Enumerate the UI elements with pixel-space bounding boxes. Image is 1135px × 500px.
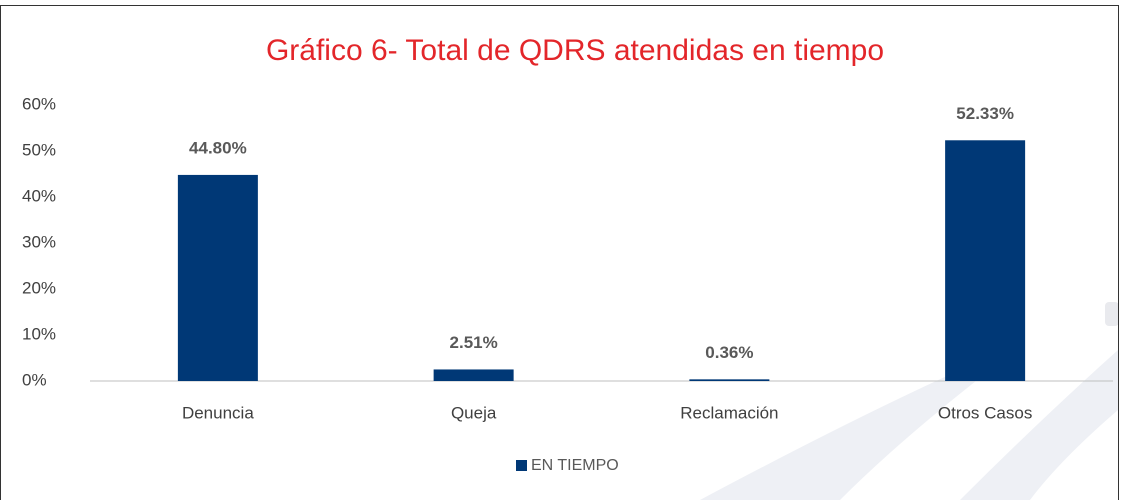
decoration (960, 350, 1118, 500)
data-label: 52.33% (956, 104, 1014, 123)
y-tick-label: 0% (22, 370, 47, 389)
y-tick-label: 10% (22, 324, 56, 343)
chart-title: Gráfico 6- Total de QDRS atendidas en ti… (266, 34, 884, 67)
legend-swatch (516, 460, 527, 471)
chart-border (0, 5, 1119, 500)
bar (945, 140, 1026, 381)
bar (433, 369, 514, 381)
y-tick-label: 30% (22, 232, 56, 251)
y-tick-label: 40% (22, 186, 56, 205)
legend-label: EN TIEMPO (531, 457, 619, 474)
decoration (1105, 302, 1119, 326)
x-tick-label: Reclamación (680, 403, 778, 422)
bar (177, 174, 258, 381)
decoration (700, 370, 990, 500)
data-label: 2.51% (450, 333, 498, 352)
data-label: 0.36% (705, 343, 753, 362)
x-tick-label: Denuncia (182, 403, 254, 422)
bar (689, 379, 770, 381)
x-tick-label: Otros Casos (938, 403, 1032, 422)
y-tick-label: 20% (22, 278, 56, 297)
data-label: 44.80% (189, 138, 247, 157)
y-tick-label: 50% (22, 140, 56, 159)
y-tick-label: 60% (22, 94, 56, 113)
x-tick-label: Queja (451, 403, 497, 422)
